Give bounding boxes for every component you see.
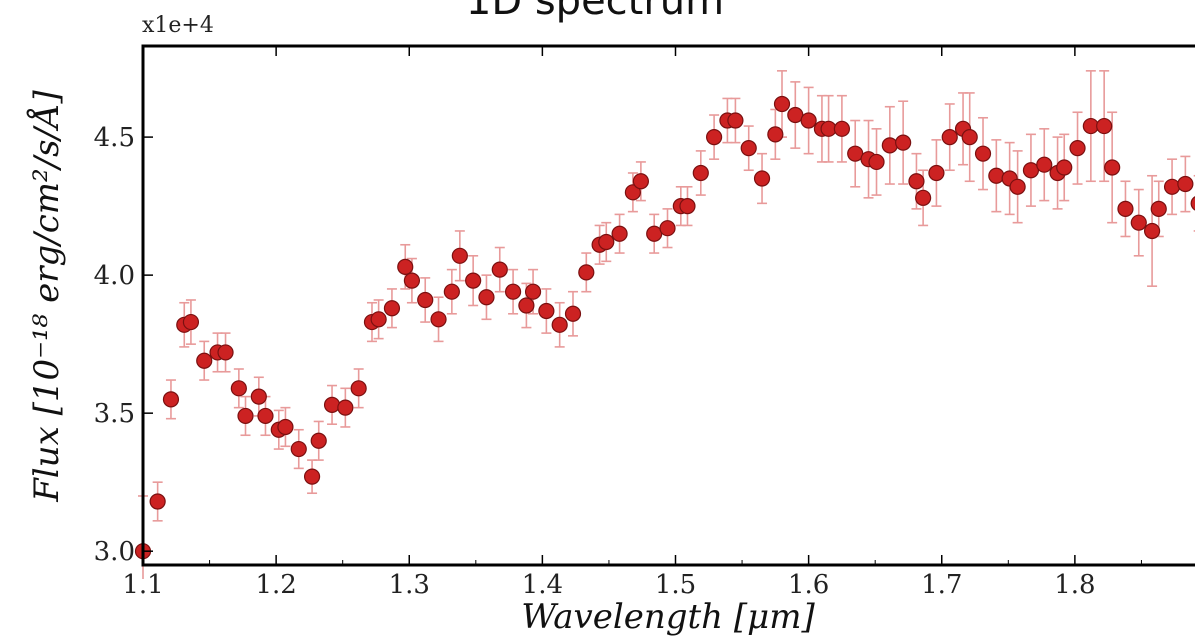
data-point (868, 153, 885, 171)
data-point (1190, 196, 1195, 211)
x-tick-label: 1.1 (122, 570, 163, 600)
data-point (1069, 140, 1086, 157)
data-point (632, 173, 649, 190)
data-point (659, 220, 676, 237)
data-point (974, 145, 992, 162)
data-point (611, 225, 628, 242)
data-point (290, 440, 307, 458)
y-axis-label: Flux [10⁻¹⁸ erg/cm²/s/Å] (26, 89, 67, 502)
data-point (323, 396, 341, 413)
data-point (679, 198, 696, 215)
data-point (478, 289, 495, 306)
x-tick-label: 1.4 (522, 570, 563, 600)
data-point (277, 418, 294, 436)
data-point (773, 95, 791, 113)
data-point (1163, 178, 1181, 195)
data-point (403, 272, 421, 289)
x-tick-label: 1.5 (655, 570, 696, 600)
data-point (465, 272, 482, 289)
data-point (337, 399, 354, 416)
data-point (196, 352, 213, 369)
data-point (1150, 200, 1167, 217)
data-point (1143, 222, 1161, 240)
data-point (1117, 200, 1134, 217)
data-point (397, 258, 414, 275)
data-point (504, 283, 522, 300)
x-tick-label: 1.8 (1054, 570, 1095, 600)
y-tick-label: 4.5 (94, 123, 135, 153)
y-tick-label: 3.0 (94, 537, 135, 567)
data-point (217, 344, 234, 361)
data-point (524, 283, 542, 300)
data-point (753, 170, 771, 187)
data-point (564, 305, 582, 322)
data-point (578, 264, 595, 281)
data-point (1009, 178, 1026, 195)
marker-group (134, 95, 1195, 560)
data-point (250, 388, 267, 405)
data-point (518, 297, 535, 314)
data-point (941, 129, 958, 146)
x-axis-ticks: 1.1 1.2 1.3 1.4 1.5 1.6 1.7 1.8 (122, 46, 1142, 600)
data-point (740, 140, 757, 157)
data-point (961, 129, 978, 146)
chart-title: 1D spectrum (466, 0, 724, 24)
data-point (491, 261, 508, 278)
data-point (551, 316, 568, 333)
data-point (370, 311, 387, 328)
y-axis-ticks: 3.0 3.5 4.0 4.5 (94, 123, 153, 567)
data-point (727, 112, 744, 129)
data-point (1056, 159, 1073, 176)
data-point (383, 300, 401, 317)
data-point (417, 291, 434, 309)
data-point (149, 493, 166, 510)
data-point (988, 167, 1005, 184)
x-tick-label: 1.3 (389, 570, 430, 600)
data-point (767, 126, 784, 143)
data-point (237, 407, 254, 425)
data-point (310, 432, 327, 449)
data-point (1130, 214, 1147, 231)
errorbar-group (138, 70, 1195, 579)
x-tick-label: 1.7 (921, 570, 962, 600)
x-axis-label: Wavelength [μm] (521, 597, 815, 637)
data-point (230, 380, 247, 397)
data-point (1177, 175, 1194, 193)
data-point (303, 468, 321, 485)
data-point (430, 311, 447, 328)
data-point (881, 137, 898, 154)
data-point (624, 184, 642, 201)
x-tick-label: 1.2 (255, 570, 296, 600)
y-tick-label: 4.0 (94, 261, 135, 291)
data-point (800, 112, 817, 129)
data-point (908, 173, 925, 190)
data-point (598, 233, 615, 251)
data-point (915, 189, 932, 206)
data-point (451, 247, 468, 264)
data-point (350, 380, 367, 397)
data-point (895, 134, 912, 151)
data-point (162, 391, 180, 408)
data-point (1036, 156, 1053, 173)
y-axis-offset-label: x1e+4 (142, 13, 214, 38)
data-point (182, 313, 200, 331)
data-point (443, 283, 460, 300)
x-tick-label: 1.6 (788, 570, 829, 600)
data-point (692, 164, 709, 182)
plot-frame (141, 44, 1195, 567)
data-point (538, 302, 555, 320)
data-point (257, 407, 274, 425)
data-point (1096, 117, 1113, 135)
data-point (706, 129, 723, 146)
data-point (1104, 159, 1121, 176)
y-tick-label: 3.5 (94, 399, 135, 429)
data-point (928, 164, 945, 182)
data-point (833, 120, 851, 137)
